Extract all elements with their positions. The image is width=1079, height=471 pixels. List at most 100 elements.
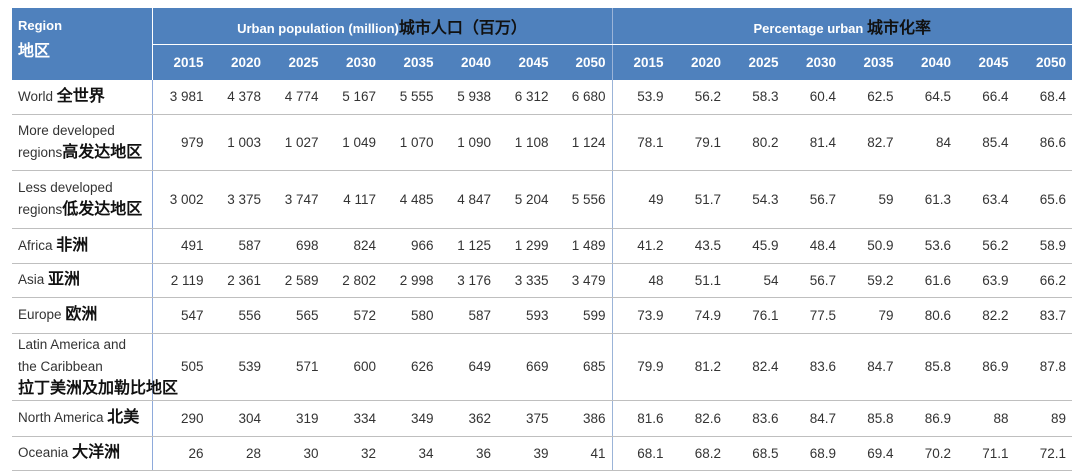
urban-value: 491 [152,228,210,264]
pct-value: 84.7 [842,333,900,401]
pct-value: 83.6 [727,400,785,437]
data-row: Europe 欧洲 547 556 565 572 580 587 593 599 73.9 74.… [12,297,1072,334]
data-row: More developed regions高发达地区 979 1 003 1 027… [12,114,1072,171]
region-label: Latin America and the Caribbean 拉丁美洲及加勒比地… [18,334,178,400]
pct-value: 86.9 [957,333,1015,401]
urban-value: 5 556 [554,170,612,229]
pct-value: 66.2 [1014,263,1072,298]
year-header: 2045 [957,44,1015,80]
pct-value: 56.7 [784,263,842,298]
urban-value: 539 [209,333,267,401]
year-header: 2025 [727,44,785,80]
urban-value: 1 027 [267,114,325,171]
urban-value: 334 [324,400,382,437]
pct-value: 79.9 [611,333,670,401]
pct-value: 56.2 [957,228,1015,264]
urban-value: 824 [324,228,382,264]
urban-value: 5 555 [382,80,440,115]
urban-value: 28 [209,436,267,471]
urban-value: 2 361 [209,263,267,298]
pct-value: 54.3 [727,170,785,229]
urban-value: 26 [152,436,210,471]
pct-value: 82.7 [842,114,900,171]
pct-value: 58.9 [1014,228,1072,264]
region-label: Europe 欧洲 [18,304,143,326]
urban-value: 1 070 [382,114,440,171]
pct-en: Percentage urban [753,21,864,36]
urban-value: 505 [152,333,210,401]
pct-value: 82.6 [669,400,727,437]
pct-value: 59 [842,170,900,229]
urban-value: 547 [152,297,210,334]
pct-value: 53.9 [611,80,670,115]
pct-value: 64.5 [899,80,957,115]
urban-value: 41 [554,436,612,471]
pct-value: 77.5 [784,297,842,334]
data-row: Oceania 大洋洲 26 28 30 32 34 36 39 41 68.1 68.2 68.5 6… [12,436,1072,471]
urban-table: Region 地区 Urban population (million)城市人口（… [12,8,1072,471]
pct-value: 61.6 [899,263,957,298]
pct-value: 43.5 [669,228,727,264]
pct-value: 45.9 [727,228,785,264]
pct-value: 76.1 [727,297,785,334]
region-en: Europe [18,307,62,322]
pct-value: 68.4 [1014,80,1072,115]
urban-value: 34 [382,436,440,471]
pct-value: 86.6 [1014,114,1072,171]
urban-value: 2 802 [324,263,382,298]
region-header: Region 地区 [12,8,153,80]
region-cell: More developed regions高发达地区 [12,114,153,171]
urban-value: 349 [382,400,440,437]
pct-value: 68.5 [727,436,785,471]
urban-value: 3 335 [497,263,555,298]
urban-value: 571 [267,333,325,401]
pct-value: 85.8 [842,400,900,437]
pct-value: 79 [842,297,900,334]
pct-value: 82.2 [957,297,1015,334]
pct-value: 50.9 [842,228,900,264]
pct-value: 56.7 [784,170,842,229]
pct-value: 81.4 [784,114,842,171]
urban-header: Urban population (million)城市人口（百万） [152,8,612,45]
region-zh: 亚洲 [48,271,81,288]
region-zh: 低发达地区 [62,201,143,218]
urban-value: 39 [497,436,555,471]
pct-value: 53.6 [899,228,957,264]
urban-value: 685 [554,333,612,401]
region-zh: 全世界 [56,87,105,105]
region-cell: Africa 非洲 [12,228,153,264]
year-header: 2030 [324,44,382,80]
urban-value: 4 847 [439,170,497,229]
year-header: 2020 [209,44,267,80]
pct-value: 65.6 [1014,170,1072,229]
urban-value: 3 747 [267,170,325,229]
pct-value: 86.9 [899,400,957,437]
urban-value: 3 479 [554,263,612,298]
data-row: Latin America and the Caribbean 拉丁美洲及加勒比地… [12,333,1072,401]
urban-value: 1 090 [439,114,497,171]
data-row: World 全世界 3 981 4 378 4 774 5 167 5 555 5 938 6… [12,80,1072,115]
urban-value: 580 [382,297,440,334]
year-header: 2045 [497,44,555,80]
pct-value: 59.2 [842,263,900,298]
urban-value: 6 680 [554,80,612,115]
region-en: Latin America and the Caribbean [18,336,127,374]
urban-value: 4 774 [267,80,325,115]
region-cell: World 全世界 [12,80,153,115]
region-zh: 欧洲 [65,306,98,323]
region-cell: Oceania 大洋洲 [12,436,153,471]
urban-value: 2 589 [267,263,325,298]
pct-value: 51.1 [669,263,727,298]
urban-value: 565 [267,297,325,334]
year-header: 2050 [1014,44,1072,80]
region-label: Asia 亚洲 [18,269,143,291]
data-row: North America 北美 290 304 319 334 349 362 375 386… [12,400,1072,437]
region-zh: 地区 [18,43,51,60]
urban-value: 1 124 [554,114,612,171]
pct-value: 63.9 [957,263,1015,298]
data-row: Less developed regions低发达地区 3 002 3 375 3 7… [12,170,1072,229]
pct-value: 49 [611,170,670,229]
urban-value: 600 [324,333,382,401]
urban-value: 5 167 [324,80,382,115]
